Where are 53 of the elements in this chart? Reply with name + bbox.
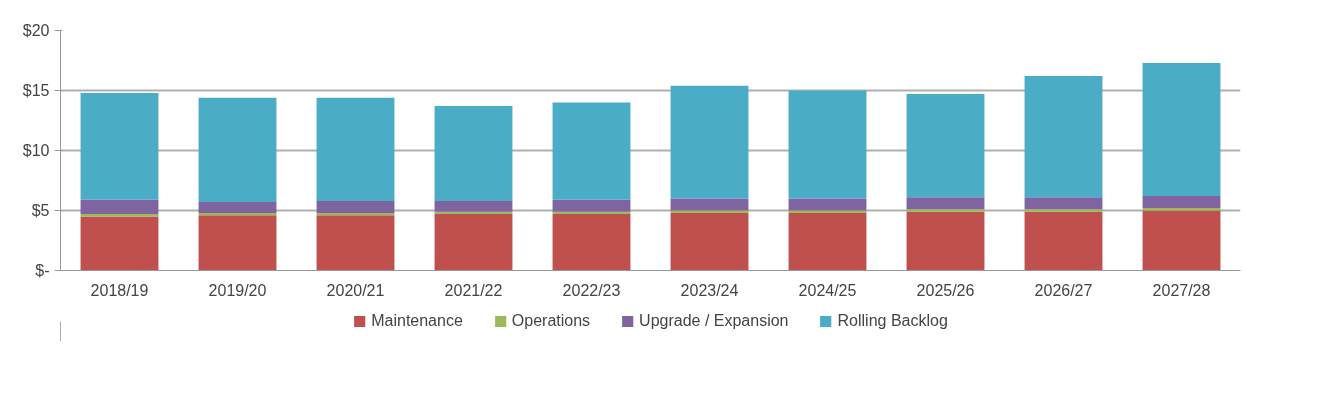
y-tick-label: $-: [35, 262, 50, 279]
bar: [670, 198, 749, 211]
bar: [788, 198, 867, 211]
y-tick-label: $15: [22, 82, 50, 99]
bar: [1024, 197, 1103, 210]
x-tick-label: 2024/25: [798, 281, 857, 299]
bar: [198, 97, 277, 203]
x-tick-label: 2019/20: [208, 281, 267, 299]
bar: [316, 97, 395, 201]
bar: [906, 94, 985, 198]
x-tick-label: 2026/27: [1034, 281, 1093, 299]
bar: [434, 200, 513, 212]
y-tick-label: $5: [31, 202, 50, 219]
bar: [1024, 211, 1103, 271]
y-tick-label: $20: [22, 22, 50, 39]
x-tick-label: 2022/23: [562, 281, 621, 299]
bar: [1142, 62, 1221, 197]
bar: [1142, 210, 1221, 271]
x-tick-label: 2020/21: [326, 281, 385, 299]
bar: [788, 90, 867, 199]
bar: [906, 211, 985, 271]
bar: [80, 216, 159, 271]
bar: [788, 212, 867, 271]
bar: [1024, 76, 1103, 198]
bar: [552, 199, 631, 212]
x-tick-label: 2025/26: [916, 281, 975, 299]
bar: [198, 215, 277, 271]
bar: [316, 215, 395, 271]
bar: [434, 106, 513, 201]
x-tick-label: 2023/24: [680, 281, 739, 299]
bar: [1142, 196, 1221, 209]
y-tick-label: $10: [22, 142, 50, 159]
bar: [80, 92, 159, 200]
legend-label: Upgrade / Expansion: [639, 312, 789, 330]
legend-label: Operations: [511, 312, 591, 330]
bar: [906, 209, 985, 212]
bar: [670, 212, 749, 271]
x-tick-label: 2021/22: [444, 281, 503, 299]
bar: [80, 199, 159, 215]
bar: [670, 85, 749, 199]
legend-label: Rolling Backlog: [837, 312, 948, 330]
bar: [552, 102, 631, 200]
legend-label: Maintenance: [371, 312, 463, 330]
x-tick-label: 2027/28: [1152, 281, 1211, 299]
bar: [316, 200, 395, 213]
bar: [906, 197, 985, 210]
bar: [434, 214, 513, 271]
bar: [1024, 209, 1103, 212]
bar: [80, 214, 159, 217]
x-tick-label: 2018/19: [90, 281, 149, 299]
bar: [1142, 208, 1221, 211]
bar: [552, 214, 631, 271]
bar: [198, 202, 277, 213]
